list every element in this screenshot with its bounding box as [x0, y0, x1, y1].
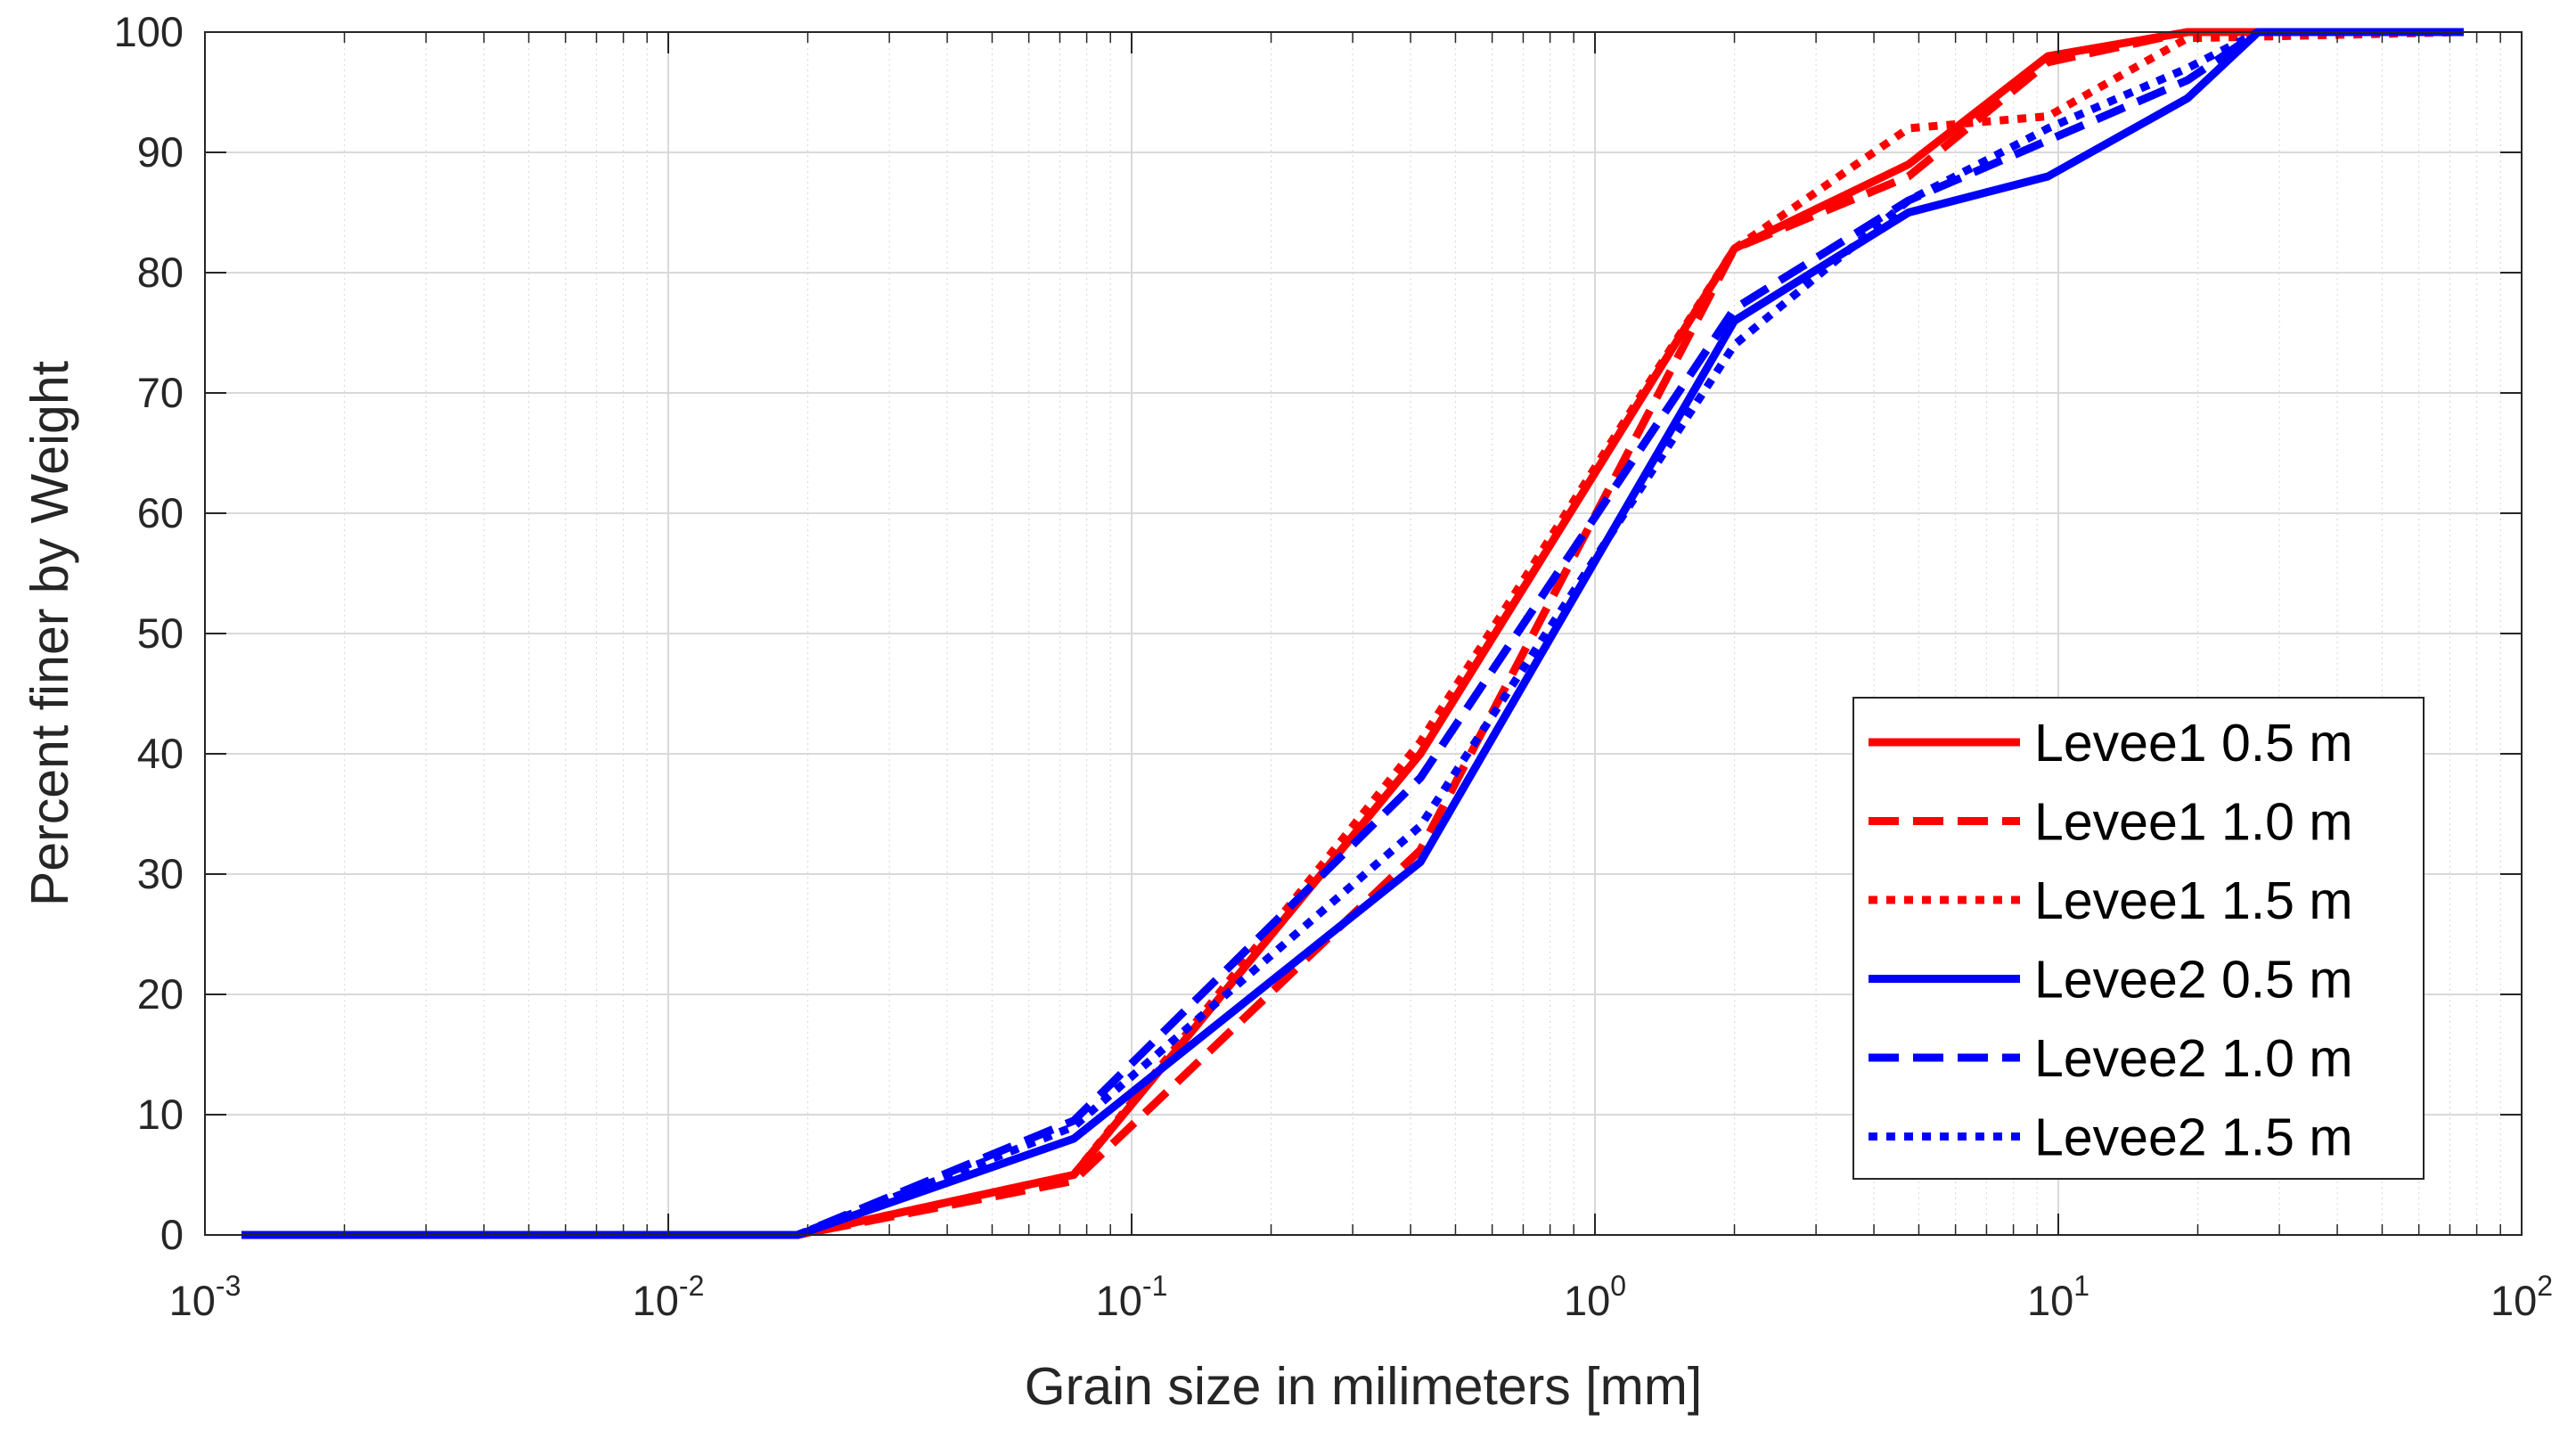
- y-tick-label: 50: [137, 609, 184, 657]
- x-axis-label: Grain size in milimeters [mm]: [1025, 1357, 1703, 1416]
- tick-marks: [204, 31, 2523, 1236]
- legend-label: Levee1 0.5 m: [2034, 714, 2353, 773]
- legend-label: Levee2 0.5 m: [2034, 951, 2353, 1010]
- series-layer: [241, 28, 2465, 1239]
- legend-label: Levee1 1.5 m: [2034, 871, 2353, 930]
- x-tick-exponent: -2: [679, 1270, 704, 1302]
- y-tick-label: 70: [137, 369, 184, 416]
- series-line-5: [241, 28, 2464, 1239]
- y-tick-label: 20: [137, 970, 184, 1018]
- y-tick-label: 30: [137, 850, 184, 897]
- y-tick-label: 40: [137, 730, 184, 777]
- x-tick-base: 10: [2490, 1277, 2537, 1324]
- y-tick-label: 60: [137, 489, 184, 536]
- x-tick-base: 10: [2027, 1277, 2073, 1324]
- y-tick-label: 0: [160, 1211, 184, 1258]
- x-tick-exponent: 2: [2537, 1270, 2553, 1302]
- x-tick-base: 10: [1096, 1277, 1142, 1324]
- legend: Levee1 0.5 m Levee1 1.0 m Levee1 1.5 m Leve…: [1852, 697, 2425, 1180]
- y-tick-label: 100: [114, 8, 184, 55]
- legend-label: Levee1 1.0 m: [2034, 793, 2353, 852]
- y-tick-label: 90: [137, 128, 184, 176]
- x-tick-label: 100: [1564, 1270, 1626, 1324]
- x-tick-label: 10-1: [1096, 1270, 1168, 1324]
- series-line-6: [241, 28, 2464, 1239]
- y-tick-labels: 0 10 20 30 40 50 60 70 80 90 100: [114, 8, 184, 1258]
- x-tick-exponent: 0: [1610, 1270, 1626, 1302]
- x-tick-label: 102: [2490, 1270, 2553, 1324]
- legend-box: [1852, 697, 2425, 1180]
- y-tick-label: 80: [137, 249, 184, 296]
- y-axis-label: Percent finer by Weight: [20, 361, 79, 906]
- x-tick-base: 10: [633, 1277, 679, 1324]
- y-tick-label: 10: [137, 1091, 184, 1138]
- x-tick-label: 10-2: [633, 1270, 705, 1324]
- legend-label: Levee2 1.0 m: [2034, 1029, 2353, 1088]
- x-tick-label: 101: [2027, 1270, 2089, 1324]
- x-tick-exponent: 1: [2073, 1270, 2089, 1302]
- x-tick-labels: 10-3 10-2 10-1 100 101 102: [169, 1270, 2553, 1324]
- x-tick-base: 10: [169, 1277, 216, 1324]
- x-tick-label: 10-3: [169, 1270, 241, 1324]
- x-tick-base: 10: [1564, 1277, 1610, 1324]
- series-line-3: [241, 28, 2465, 1239]
- legend-items: Levee1 0.5 m Levee1 1.0 m Levee1 1.5 m Leve…: [1869, 714, 2353, 1167]
- x-tick-exponent: -1: [1142, 1270, 1167, 1302]
- x-tick-exponent: -3: [216, 1270, 241, 1302]
- legend-label: Levee2 1.5 m: [2034, 1108, 2353, 1167]
- series-line-4: [241, 28, 2464, 1239]
